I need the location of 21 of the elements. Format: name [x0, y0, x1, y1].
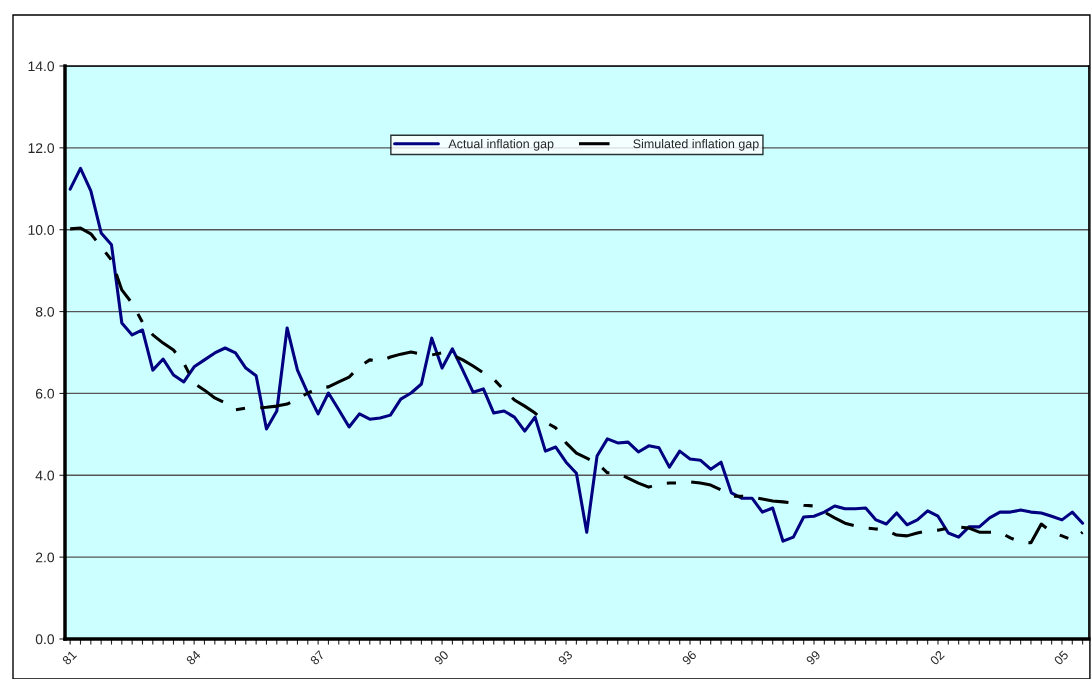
legend-label: Actual inflation gap: [448, 139, 554, 151]
x-tick-label: 99: [805, 650, 821, 666]
x-tick-label: 02: [929, 650, 945, 666]
x-tick-label: 93: [557, 650, 573, 666]
x-tick-label: 84: [185, 649, 202, 666]
y-tick-label: 0.0: [35, 634, 55, 645]
y-tick-label: 8.0: [35, 306, 55, 317]
y-tick-label: 12.0: [28, 143, 55, 154]
legend-label: Simulated inflation gap: [633, 139, 759, 151]
y-tick-label: 14.0: [28, 61, 55, 72]
y-tick-label: 6.0: [35, 388, 55, 399]
x-tick-label: 81: [61, 650, 78, 666]
x-tick-label: 90: [433, 649, 450, 666]
y-tick-label: 10.0: [28, 225, 55, 235]
y-tick-label: 4.0: [35, 470, 55, 481]
x-tick-label: 87: [309, 650, 325, 666]
x-tick-label: 05: [1053, 650, 1069, 666]
y-tick-label: 2.0: [35, 552, 55, 563]
x-tick-label: 96: [681, 650, 697, 666]
line-series: [68, 226, 1085, 545]
line-series: [68, 166, 1085, 543]
